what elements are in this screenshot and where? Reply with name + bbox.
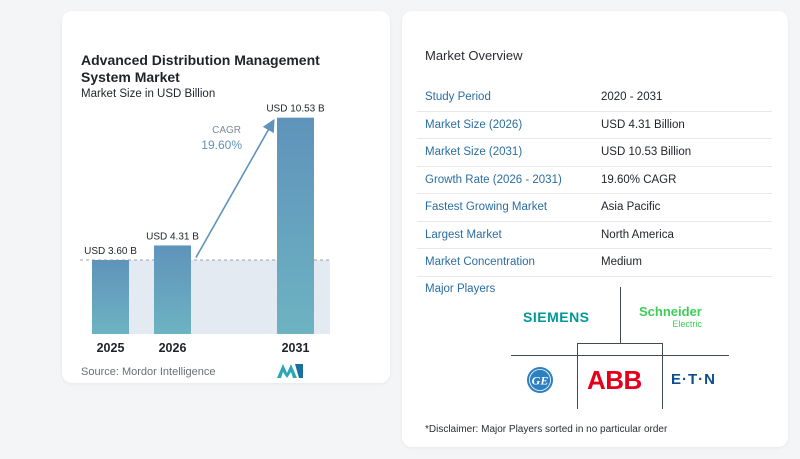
data-label: USD 4.31 B: [146, 231, 199, 242]
overview-key: Market Size (2031): [425, 146, 523, 159]
cagr-value: 19.60%: [201, 138, 242, 152]
market-size-chart: USD 3.60 B 2025 USD 4.31 B 2026 USD 10.53 B 2…: [80, 104, 330, 355]
cagr-arrow: [195, 118, 275, 258]
overview-key: Market Concentration: [425, 256, 535, 269]
overview-title: Market Overview: [425, 48, 523, 63]
bar-2031: [277, 117, 314, 334]
overview-table: Study Period 2020 - 2031 Market Size (20…: [417, 84, 772, 277]
overview-row-concentration: Market Concentration Medium: [417, 249, 772, 277]
schneider-wordmark: Schneider: [639, 304, 702, 319]
disclaimer: *Disclaimer: Major Players sorted in no …: [425, 424, 668, 435]
chart-subtitle: Market Size in USD Billion: [81, 88, 216, 100]
overview-value: USD 4.31 Billion: [601, 118, 685, 131]
overview-row-market-size-2026: Market Size (2026) USD 4.31 Billion: [417, 112, 772, 139]
chart-title: Advanced Distribution Management System …: [81, 52, 320, 85]
overview-row-growth-rate: Growth Rate (2026 - 2031) 19.60% CAGR: [417, 167, 772, 194]
svg-text:GE: GE: [532, 374, 549, 388]
overview-key: Fastest Growing Market: [425, 201, 548, 214]
players-divider: [511, 355, 729, 356]
overview-row-study-period: Study Period 2020 - 2031: [417, 84, 772, 112]
overview-key: Study Period: [425, 91, 491, 104]
x-tick-label: 2026: [159, 341, 187, 355]
overview-panel: [402, 11, 788, 447]
ge-monogram-icon: GE: [527, 367, 553, 393]
abb-logo: ABB: [587, 365, 642, 395]
players-divider: [577, 343, 663, 344]
overview-value: North America: [601, 228, 674, 241]
players-divider: [577, 343, 578, 409]
x-tick-label: 2025: [97, 341, 125, 355]
mordor-logo-icon: [277, 364, 303, 378]
overview-value: 2020 - 2031: [601, 91, 663, 104]
overview-row-fastest-growing: Fastest Growing Market Asia Pacific: [417, 194, 772, 222]
overview-row-market-size-2031: Market Size (2031) USD 10.53 Billion: [417, 139, 772, 167]
overview-value: Asia Pacific: [601, 201, 661, 214]
overview-key: Growth Rate (2026 - 2031): [425, 173, 562, 186]
bar-2025: [92, 260, 129, 334]
eaton-logo: E·T·N: [671, 371, 716, 388]
players-divider: [620, 287, 621, 343]
overview-key: Largest Market: [425, 228, 502, 241]
data-label: USD 10.53 B: [266, 104, 325, 115]
cagr-label: CAGR: [212, 125, 241, 136]
overview-value: USD 10.53 Billion: [601, 146, 692, 159]
major-players-title: Major Players: [425, 283, 496, 295]
schneider-logo: Schneider Electric: [639, 304, 702, 330]
overview-value: 19.60% CAGR: [601, 173, 677, 186]
x-tick-label: 2031: [282, 341, 310, 355]
schneider-subtext: Electric: [672, 319, 702, 329]
overview-key: Market Size (2026): [425, 118, 523, 131]
data-label: USD 3.60 B: [84, 246, 137, 257]
bar-2026: [154, 245, 191, 334]
players-divider: [662, 343, 663, 409]
siemens-logo: SIEMENS: [523, 309, 590, 325]
overview-row-largest-market: Largest Market North America: [417, 222, 772, 249]
overview-value: Medium: [601, 256, 642, 269]
ge-logo: GE: [526, 366, 554, 399]
source-note: Source: Mordor Intelligence: [81, 366, 216, 378]
